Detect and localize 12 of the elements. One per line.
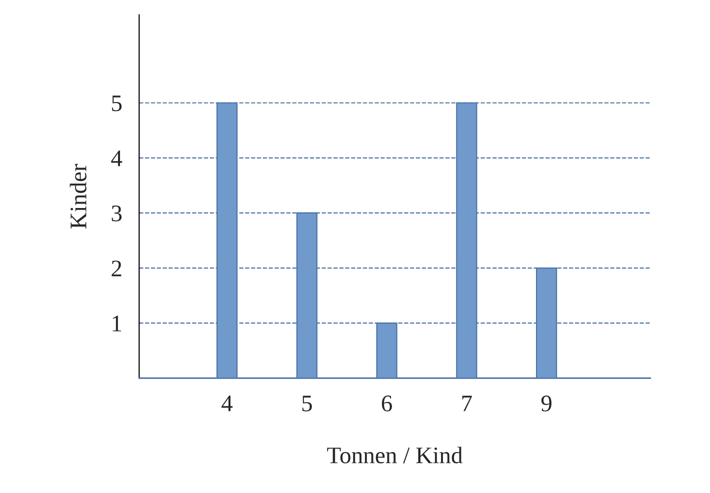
x-tick-label: 7 — [462, 396, 472, 412]
y-tick-label: 3 — [112, 206, 122, 222]
y-axis-title: Kinder — [70, 164, 86, 229]
y-tick-label: 2 — [112, 260, 122, 276]
x-tick-label: 6 — [382, 396, 392, 412]
x-tick-label: 4 — [222, 396, 233, 412]
x-tick-label: 9 — [541, 396, 552, 412]
x-tick-label: 5 — [302, 396, 312, 412]
y-tick-label: 4 — [111, 150, 122, 166]
x-axis-title: Tonnen / Kind — [327, 446, 462, 464]
y-tick-label: 1 — [112, 316, 122, 332]
y-tick-label: 5 — [112, 96, 122, 112]
